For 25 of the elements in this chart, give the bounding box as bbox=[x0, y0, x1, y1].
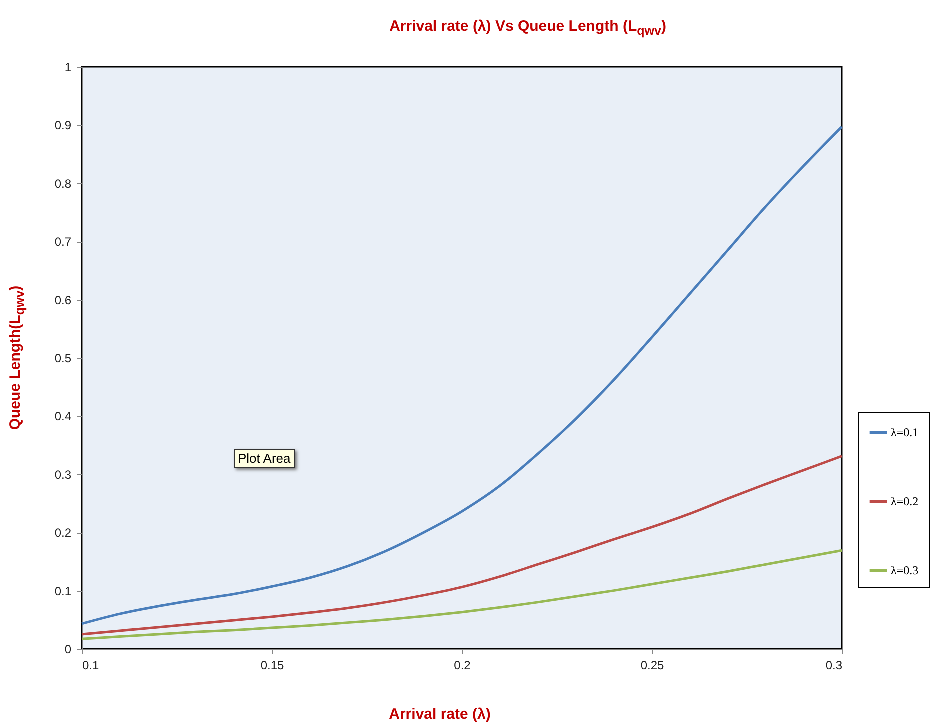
x-axis-title: Arrival rate (λ) bbox=[389, 706, 491, 723]
y-tick-label: 0.7 bbox=[54, 235, 72, 250]
line-series bbox=[80, 549, 844, 640]
line-series bbox=[80, 126, 844, 626]
y-tick-label: 0.6 bbox=[54, 293, 72, 308]
line-series bbox=[80, 455, 844, 636]
legend-label: λ=0.1 bbox=[891, 426, 919, 440]
chart-title: Arrival rate (λ) Vs Queue Length (L$_{qwv}$) bbox=[390, 18, 666, 38]
y-tick-label: 0.2 bbox=[54, 526, 72, 540]
y-tick-label: 0.5 bbox=[54, 352, 72, 366]
y-tick-label: 0 bbox=[64, 642, 72, 656]
legend-label: λ=0.2 bbox=[891, 494, 919, 509]
y-tick-label: 0.9 bbox=[54, 118, 72, 133]
y-tick-label: 0.4 bbox=[54, 410, 72, 424]
x-tick-label: 0.15 bbox=[260, 658, 284, 672]
legend-label: λ=0.3 bbox=[891, 564, 919, 578]
y-tick-label: 1 bbox=[64, 60, 72, 74]
x-tick-label: 0.3 bbox=[826, 658, 843, 672]
annotation: Plot Area bbox=[234, 449, 295, 468]
y-tick-label: 0.3 bbox=[54, 468, 72, 482]
x-tick-label: 0.2 bbox=[454, 658, 472, 672]
x-tick-label: 0.25 bbox=[640, 658, 664, 672]
x-tick-label: 0.1 bbox=[82, 658, 100, 672]
y-tick-label: 0.1 bbox=[54, 584, 72, 598]
y-tick-label: 0.8 bbox=[54, 176, 72, 191]
